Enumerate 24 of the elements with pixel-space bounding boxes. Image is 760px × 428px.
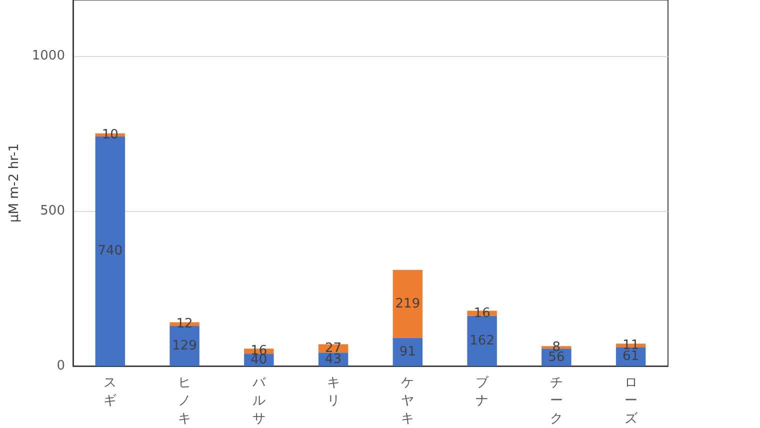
y-tick-label: 1000 [32,48,65,64]
x-tick-label: チーク [550,376,563,426]
data-label: 740 [98,244,123,259]
x-tick-label: ブナ [476,376,490,408]
y-axis-title: μM m-2 hr-1 [7,143,22,223]
data-label: 61 [622,349,640,364]
bar [392,270,423,338]
x-tick-label: ローズ [624,376,638,426]
bar [170,326,200,366]
data-label: 129 [172,338,197,354]
y-tick-label: 500 [40,203,65,218]
bar [392,338,423,366]
x-tick-label: キリ [326,376,340,408]
x-tick-label: ヒノキ [178,376,192,426]
data-label: 10 [102,127,118,142]
data-label: 43 [325,352,342,367]
x-tick-label: スギ [104,376,117,408]
y-tick-label: 0 [56,358,65,374]
data-label: 162 [470,333,494,348]
x-tick-label: バルサ [251,376,266,426]
x-tick-label: ケヤキ [401,376,414,426]
data-label: 91 [399,344,416,360]
bar [467,316,497,366]
data-label: 219 [395,296,420,312]
